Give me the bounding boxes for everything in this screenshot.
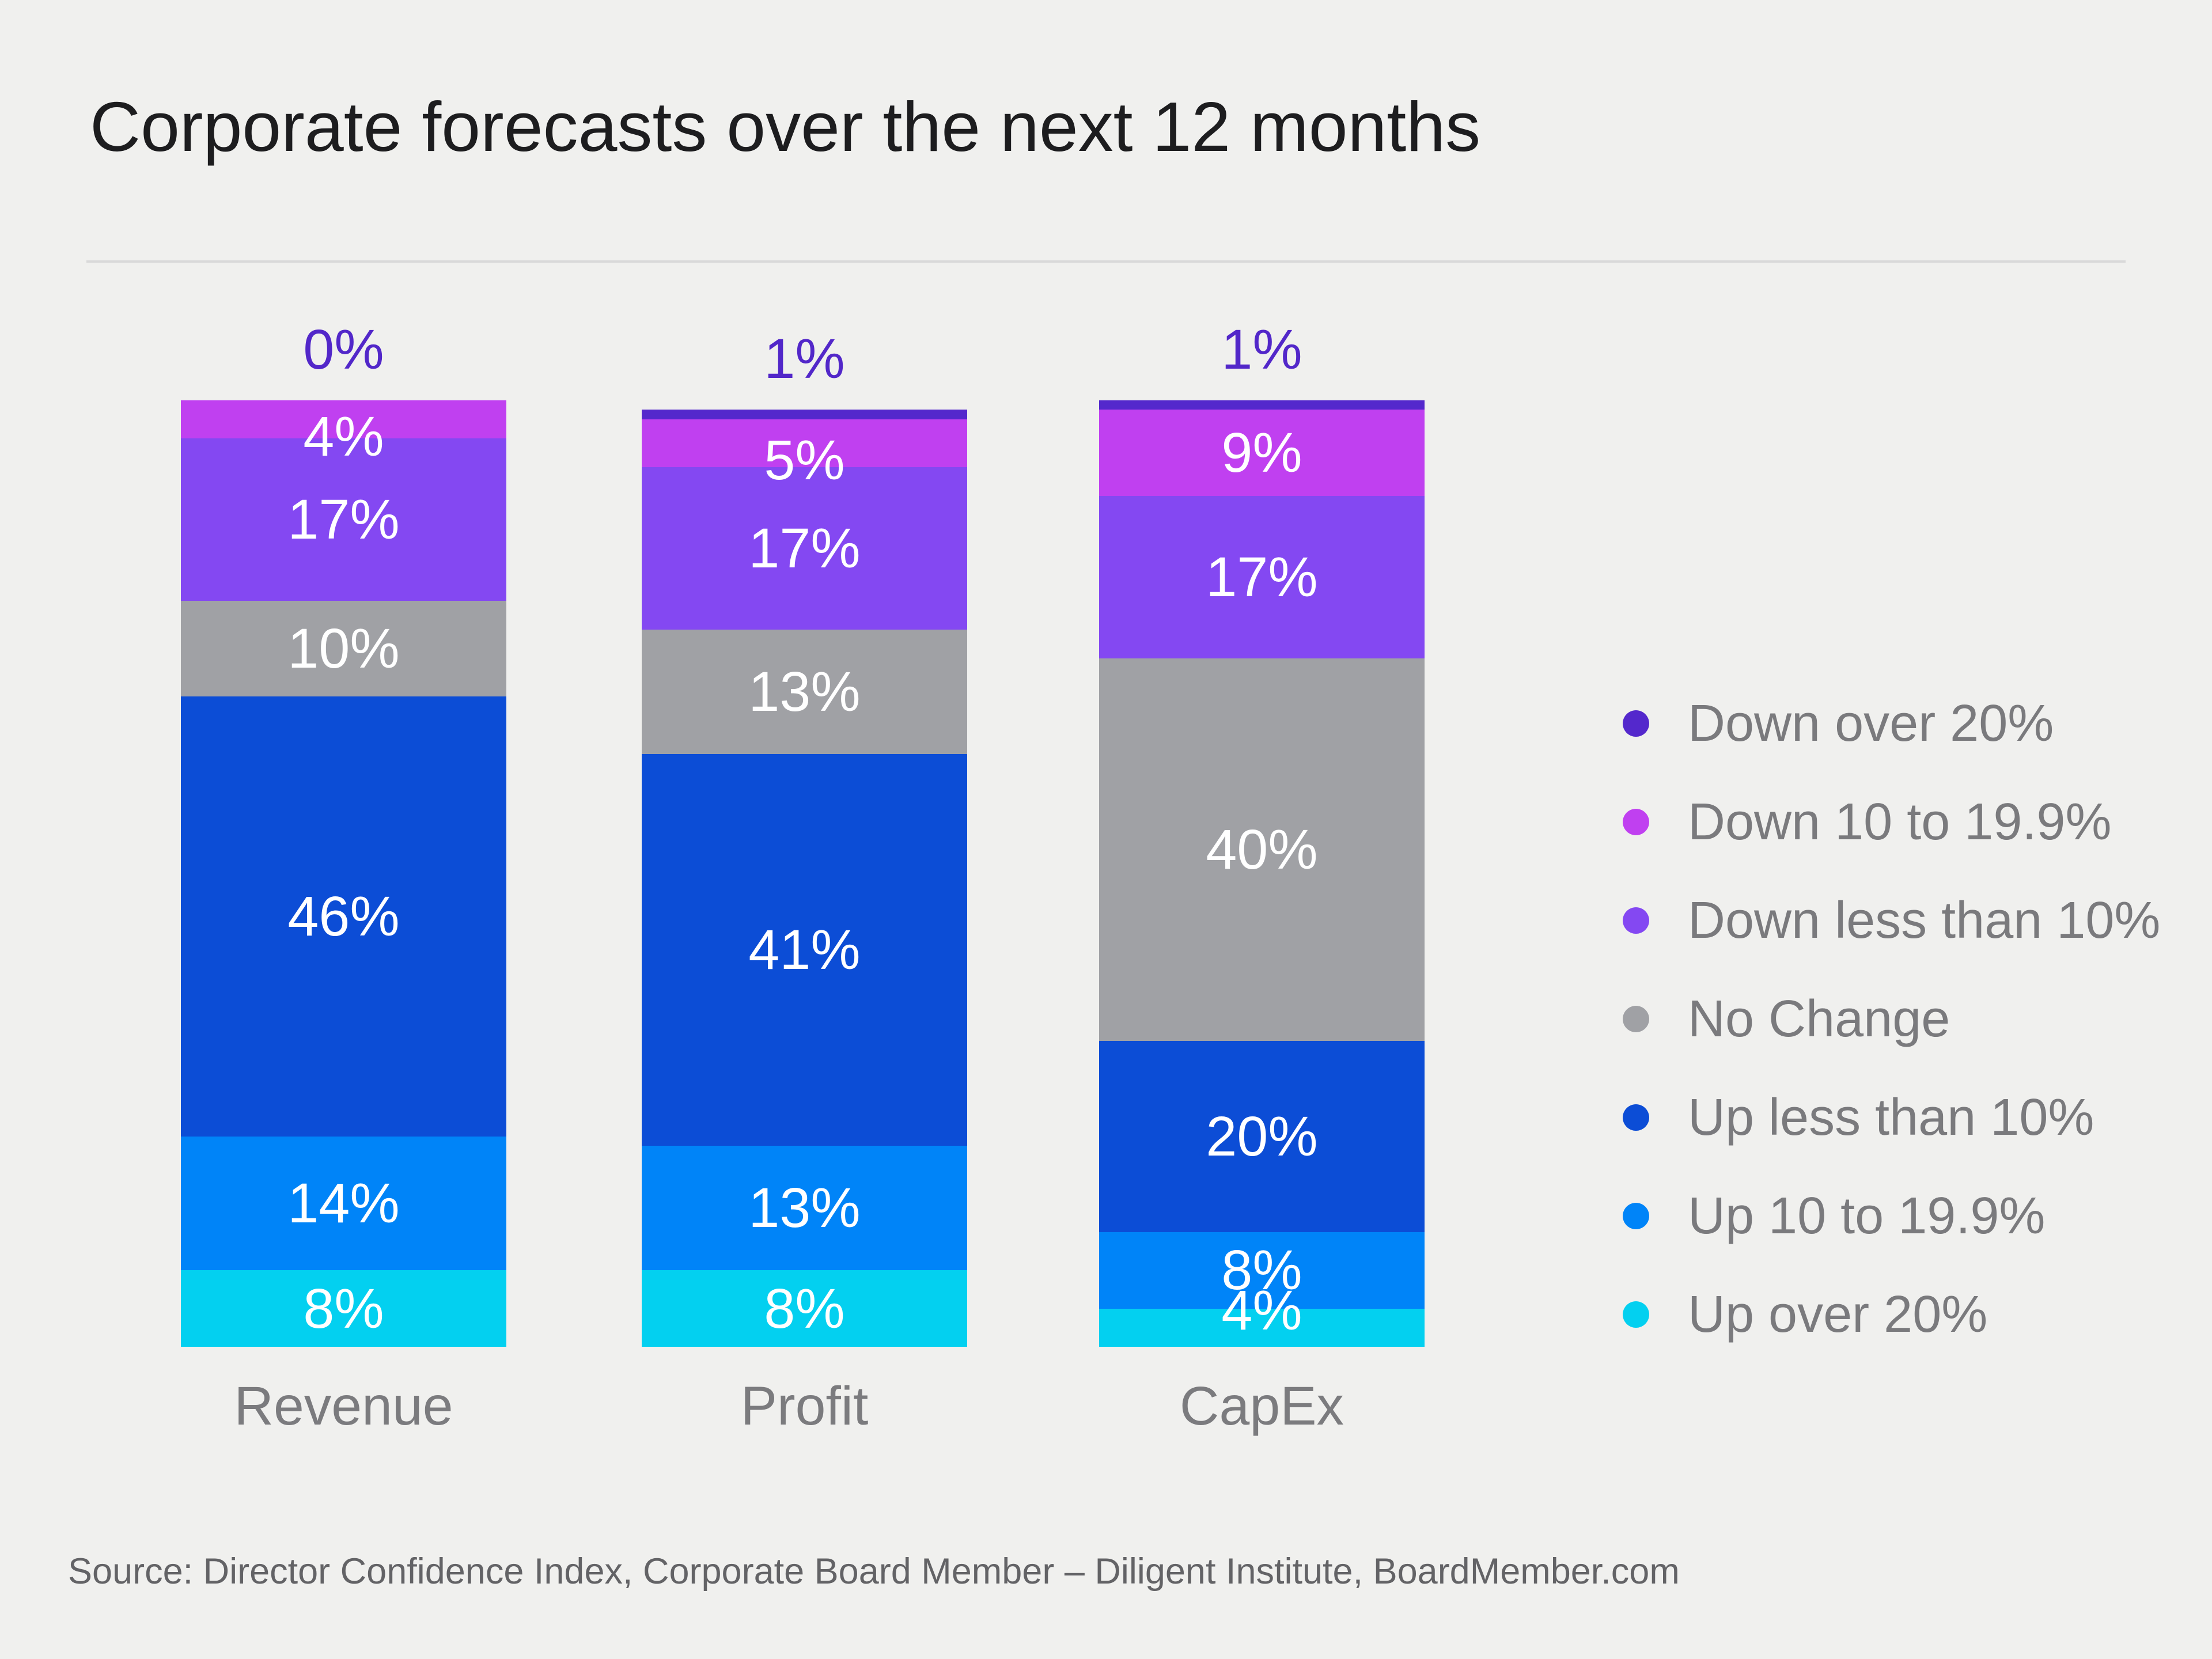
segment-value-label: 13% — [748, 1176, 861, 1240]
title-divider — [86, 260, 2126, 263]
segment-value-label: 8% — [764, 1277, 845, 1340]
segment-value-label: 41% — [748, 918, 861, 982]
segment-up-10-to-19-9- — [181, 1136, 506, 1271]
bar-revenue: 4% 17% 10% 46% 14% 8% — [181, 400, 506, 1347]
legend-dot-icon — [1623, 1301, 1649, 1328]
legend-item-label: Up 10 to 19.9% — [1688, 1187, 2046, 1245]
segment-up-over-20- — [642, 1270, 967, 1347]
segment-up-less-than-10- — [642, 753, 967, 1146]
legend-item-label: Down 10 to 19.9% — [1688, 793, 2112, 851]
segment-up-over-20- — [181, 1270, 506, 1347]
segment-down-less-than-10- — [1099, 495, 1425, 658]
above-bar-value-label: 1% — [1221, 317, 1302, 381]
legend-dot-icon — [1623, 1203, 1649, 1229]
bar-capex: 9% 17% 40% 20% 8% 4% — [1099, 400, 1425, 1347]
segment-value-label: 10% — [287, 617, 400, 680]
segment-no-change — [181, 601, 506, 697]
segment-value-label: 5% — [764, 429, 845, 492]
segment-up-less-than-10- — [181, 696, 506, 1137]
legend-item-label: Down over 20% — [1688, 694, 2054, 752]
segment-no-change — [642, 629, 967, 754]
page-title: Corporate forecasts over the next 12 mon… — [90, 88, 1481, 166]
segment-value-label: 46% — [287, 884, 400, 948]
segment-no-change — [1099, 658, 1425, 1041]
segment-value-label: 4% — [1221, 1278, 1302, 1342]
axis-label-capex: CapEx — [1179, 1376, 1344, 1437]
bar-profit: 5% 17% 13% 41% 13% 8% — [642, 410, 967, 1347]
legend-item-down-less-than-10-: Down less than 10% — [1623, 892, 2160, 949]
segment-down-over-20- — [1099, 400, 1425, 410]
segment-value-label: 4% — [303, 404, 384, 468]
source-note: Source: Director Confidence Index, Corpo… — [68, 1551, 1680, 1592]
legend-item-up-10-to-19-9-: Up 10 to 19.9% — [1623, 1187, 2045, 1245]
segment-down-10-to-19-9- — [1099, 410, 1425, 496]
legend-item-label: Up less than 10% — [1688, 1088, 2094, 1146]
segment-up-less-than-10- — [1099, 1040, 1425, 1232]
segment-down-less-than-10- — [181, 438, 506, 601]
legend-item-down-over-20-: Down over 20% — [1623, 695, 2054, 752]
legend-dot-icon — [1623, 809, 1649, 835]
legend-dot-icon — [1623, 907, 1649, 934]
above-bar-value-label: 1% — [764, 327, 845, 391]
segment-value-label: 40% — [1206, 817, 1318, 881]
segment-value-label: 17% — [748, 516, 861, 579]
legend-item-up-over-20-: Up over 20% — [1623, 1286, 1987, 1343]
axis-label-revenue: Revenue — [234, 1376, 453, 1437]
segment-down-less-than-10- — [642, 467, 967, 630]
segment-value-label: 8% — [1221, 1238, 1302, 1302]
legend-dot-icon — [1623, 1006, 1649, 1032]
legend-dot-icon — [1623, 710, 1649, 737]
segment-down-over-20- — [642, 410, 967, 419]
legend-item-up-less-than-10-: Up less than 10% — [1623, 1089, 2094, 1146]
segment-down-10-to-19-9- — [642, 419, 967, 467]
legend-item-down-10-to-19-9-: Down 10 to 19.9% — [1623, 793, 2111, 851]
segment-value-label: 17% — [287, 488, 400, 551]
legend-item-label: Up over 20% — [1688, 1285, 1988, 1343]
segment-value-label: 13% — [748, 660, 861, 723]
above-bar-value-label: 0% — [303, 317, 384, 381]
legend-item-label: No Change — [1688, 990, 1950, 1048]
segment-up-10-to-19-9- — [1099, 1232, 1425, 1309]
segment-value-label: 8% — [303, 1277, 384, 1340]
segment-value-label: 17% — [1206, 545, 1318, 608]
axis-label-profit: Profit — [740, 1376, 869, 1437]
segment-value-label: 14% — [287, 1171, 400, 1234]
segment-value-label: 20% — [1206, 1104, 1318, 1168]
segment-value-label: 9% — [1221, 421, 1302, 484]
segment-down-10-to-19-9- — [181, 400, 506, 438]
segment-up-10-to-19-9- — [642, 1146, 967, 1271]
segment-up-over-20- — [1099, 1308, 1425, 1347]
legend-item-no-change: No Change — [1623, 990, 1950, 1048]
legend-item-label: Down less than 10% — [1688, 891, 2161, 949]
legend-dot-icon — [1623, 1104, 1649, 1131]
